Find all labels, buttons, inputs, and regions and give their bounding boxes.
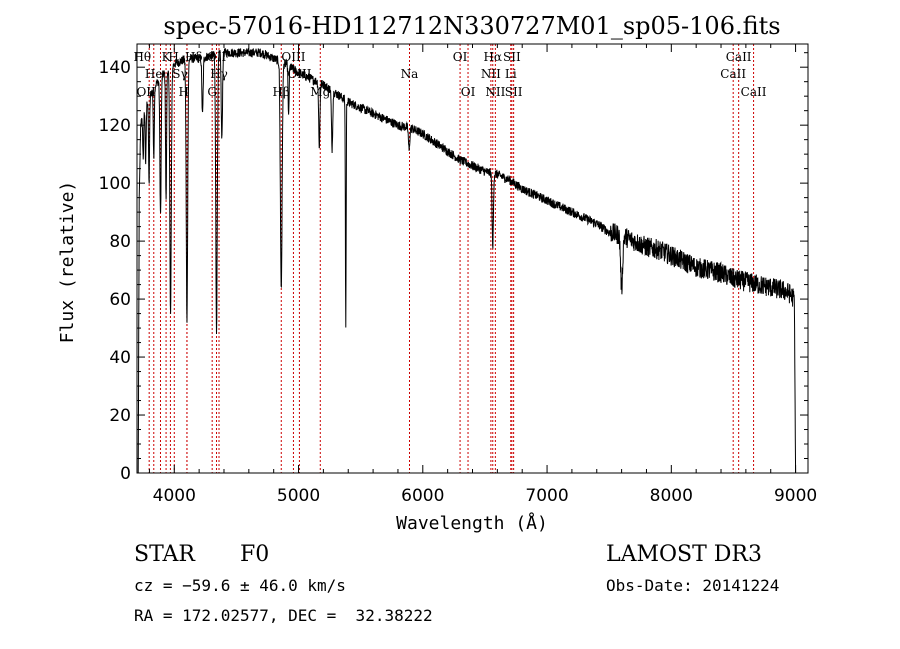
coordinates-text: RA = 172.02577, DEC = 32.38222	[134, 606, 433, 625]
object-type: STAR	[134, 542, 196, 567]
line-marker-label: Na	[401, 67, 419, 81]
line-marker-label: He	[145, 67, 163, 81]
survey-name: LAMOST DR3	[606, 542, 762, 567]
line-marker-label: OI	[453, 50, 468, 64]
x-tick-label: 4000	[153, 486, 196, 506]
x-tick-label: 5000	[277, 486, 320, 506]
line-marker-label: Sγ	[172, 67, 187, 81]
line-marker-label: H	[178, 85, 188, 99]
line-marker-label: CaII	[720, 67, 746, 81]
line-marker-label: H	[168, 50, 178, 64]
plot-frame	[136, 43, 809, 474]
line-marker-label: NII	[485, 85, 505, 99]
y-tick-label: 60	[109, 290, 131, 310]
line-marker-label: Hα	[483, 50, 502, 64]
x-tick-label: 8000	[650, 486, 693, 506]
redshift-text: cz = −59.6 ± 46.0 km/s	[134, 576, 346, 595]
obs-date-text: Obs-Date: 20141224	[606, 576, 779, 595]
line-marker-label: K	[162, 50, 172, 64]
line-marker-label: SII	[505, 85, 523, 99]
line-marker-label: Hθ	[133, 50, 151, 64]
line-marker-label: Hγ	[210, 67, 228, 81]
chart-title: spec-57016-HD112712N330727M01_sp05-106.f…	[163, 12, 780, 40]
line-marker-label: OIII	[281, 50, 305, 64]
y-tick-label: 120	[99, 116, 131, 136]
line-marker-label: CaII	[741, 85, 767, 99]
spectrum-series-line	[137, 47, 797, 474]
y-axis-ticks: 0 20 40 60 80 100 120 140	[99, 52, 808, 484]
x-axis-ticks: 4000 5000 6000 7000 8000 9000	[148, 44, 817, 506]
line-marker-label: SII	[503, 50, 521, 64]
y-axis-label: Flux (relative)	[57, 181, 78, 344]
line-marker-label: OI	[461, 85, 476, 99]
line-markers	[148, 44, 755, 473]
y-tick-label: 100	[99, 174, 131, 194]
y-tick-label: 0	[120, 464, 131, 484]
y-tick-label: 140	[99, 58, 131, 78]
line-marker-label: Hβ	[273, 85, 290, 99]
object-subclass: F0	[240, 542, 269, 567]
x-axis-label: Wavelength (Å)	[396, 512, 548, 534]
y-tick-label: 40	[109, 348, 131, 368]
y-tick-label: 20	[109, 406, 131, 426]
line-marker-label: Li	[505, 67, 517, 81]
y-tick-label: 80	[109, 232, 131, 252]
line-marker-label: NII	[481, 67, 501, 81]
line-marker-label: CaII	[726, 50, 752, 64]
x-tick-label: 6000	[401, 486, 444, 506]
line-marker-label: G	[207, 85, 217, 99]
x-tick-label: 7000	[525, 486, 568, 506]
x-tick-label: 9000	[774, 486, 817, 506]
